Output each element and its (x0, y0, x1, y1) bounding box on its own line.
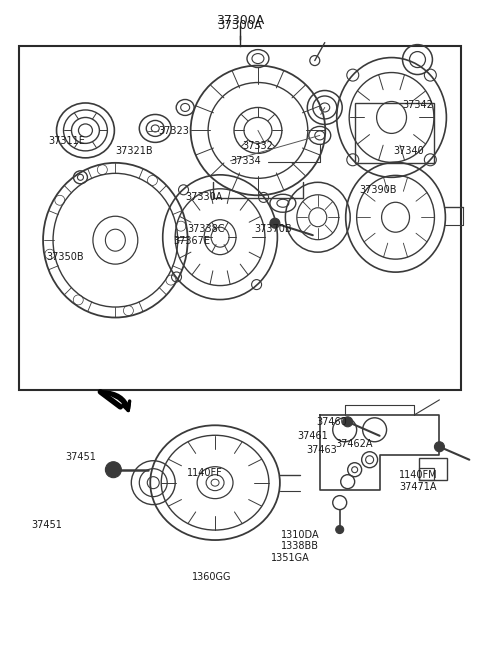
Text: 1140FM: 1140FM (399, 470, 438, 480)
Text: 37300A: 37300A (216, 14, 264, 27)
Text: 37370B: 37370B (254, 225, 292, 234)
Circle shape (343, 417, 353, 427)
Text: 37342: 37342 (403, 100, 433, 110)
Text: 37463: 37463 (306, 445, 337, 455)
Text: 1360GG: 1360GG (192, 572, 231, 582)
Text: 37332: 37332 (242, 141, 273, 151)
Bar (355, 103, 434, 163)
Circle shape (336, 525, 344, 534)
Text: 37451: 37451 (32, 520, 63, 530)
Text: 37350B: 37350B (46, 252, 84, 262)
Text: 37390B: 37390B (360, 185, 397, 195)
Bar (420, 458, 447, 479)
Text: 1140FF: 1140FF (187, 468, 223, 478)
Text: 37471A: 37471A (399, 482, 436, 492)
Text: 1338BB: 1338BB (281, 542, 319, 552)
Text: 37367E: 37367E (173, 236, 210, 246)
Text: 37334: 37334 (230, 156, 261, 166)
Text: 37323: 37323 (158, 126, 190, 136)
Circle shape (270, 218, 280, 228)
Text: 37461: 37461 (298, 431, 328, 441)
Text: 37462A: 37462A (336, 439, 373, 449)
Text: 37460: 37460 (317, 417, 348, 426)
FancyArrowPatch shape (103, 392, 130, 409)
Text: 37311E: 37311E (48, 136, 85, 146)
Text: 37321B: 37321B (116, 146, 153, 156)
Bar (19, 46, 461, 390)
Circle shape (106, 462, 121, 477)
Text: 37340: 37340 (393, 146, 424, 156)
Bar (420, 468, 434, 479)
Text: 1310DA: 1310DA (281, 531, 319, 540)
Text: 37330A: 37330A (185, 192, 222, 202)
Text: 37300A: 37300A (217, 19, 263, 32)
Text: 1351GA: 1351GA (271, 553, 310, 563)
Text: 37451: 37451 (65, 452, 96, 462)
Text: 37338C: 37338C (187, 225, 225, 234)
Circle shape (434, 441, 444, 452)
